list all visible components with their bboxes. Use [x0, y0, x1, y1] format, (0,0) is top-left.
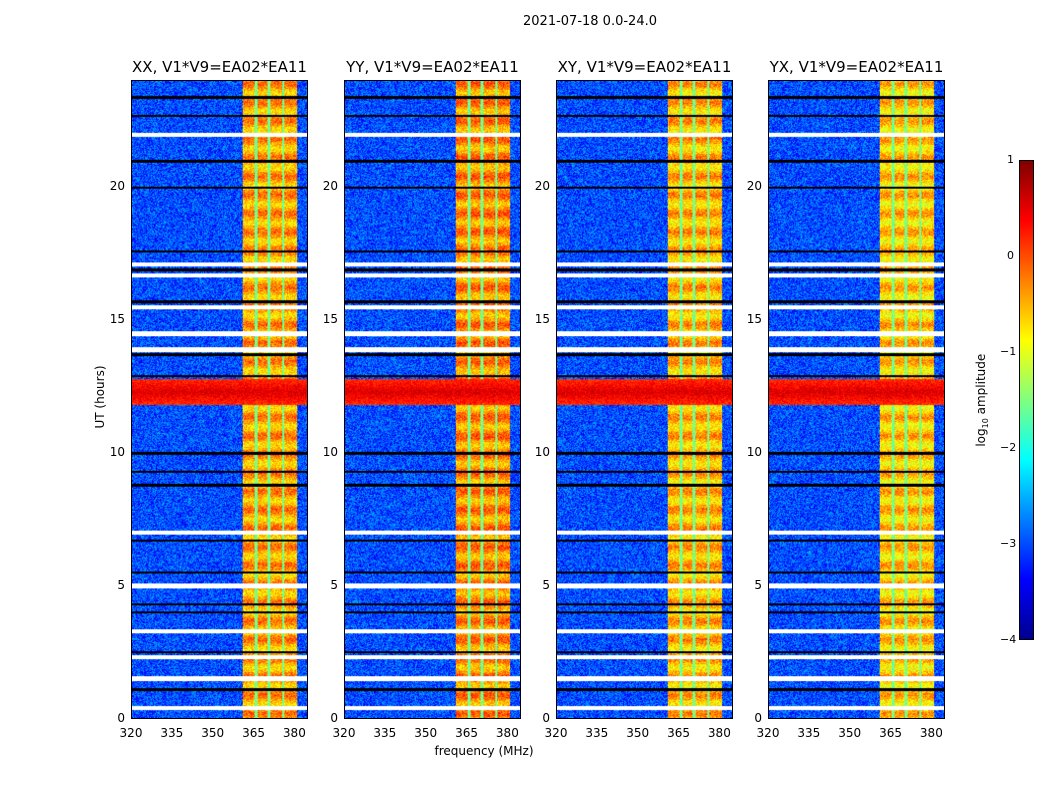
- colorbar-tick-label: 0: [1007, 249, 1014, 262]
- x-tick-label: 380: [495, 726, 519, 740]
- colorbar-label: log10 amplitude: [973, 353, 991, 447]
- colorbar-tick-label: 1: [1007, 153, 1014, 166]
- spectrogram-panel-3: XY, V1*V9=EA02*EA11 320 335 350 365 380 0 5 10 15…: [535, 58, 733, 740]
- y-tick-label: 5: [754, 577, 762, 592]
- y-tick-label: 5: [117, 577, 125, 592]
- spectrogram-panel-1: XX, V1*V9=EA02*EA11 320 335 350 365 380 0 5 10 15…: [110, 58, 308, 740]
- y-tick-label: 0: [117, 711, 125, 725]
- x-tick-label: 335: [160, 726, 184, 740]
- y-tick-label: 10: [322, 444, 338, 459]
- x-tick-label: 350: [838, 726, 862, 740]
- y-tick-label: 5: [542, 577, 550, 592]
- x-axis-label: frequency (MHz): [434, 744, 534, 758]
- panel-title: YY, V1*V9=EA02*EA11: [346, 58, 519, 76]
- x-tick-label: 320: [544, 726, 568, 740]
- x-tick-label: 320: [756, 726, 780, 740]
- y-tick-label: 20: [322, 178, 338, 193]
- x-tick-label: 320: [332, 726, 356, 740]
- x-tick-label: 350: [626, 726, 650, 740]
- y-tick-label: 10: [534, 444, 550, 459]
- y-tick-label: 0: [542, 711, 550, 725]
- x-tick-label: 350: [414, 726, 438, 740]
- spectrogram-panel-2: YY, V1*V9=EA02*EA11 320 335 350 365 380 0 5 10 15…: [323, 58, 521, 740]
- x-tick-label: 365: [455, 726, 478, 740]
- y-tick-label: 15: [322, 311, 338, 326]
- y-tick-label: 5: [330, 577, 338, 592]
- spectrogram-panel-4: YX, V1*V9=EA02*EA11 320 335 350 365 380 0 5 10 15…: [747, 58, 945, 740]
- colorbar: [1019, 160, 1034, 640]
- panel-title: YX, V1*V9=EA02*EA11: [769, 58, 944, 76]
- y-tick-label: 0: [330, 711, 338, 725]
- x-tick-label: 335: [585, 726, 609, 740]
- y-tick-label: 15: [746, 311, 762, 326]
- y-tick-label: 0: [754, 711, 762, 725]
- x-tick-label: 335: [797, 726, 821, 740]
- colorbar-tick-label: −3: [1000, 537, 1017, 550]
- x-tick-label: 365: [667, 726, 690, 740]
- x-tick-label: 350: [201, 726, 225, 740]
- spectrogram-heatmap: [768, 80, 945, 719]
- x-tick-label: 320: [119, 726, 143, 740]
- colorbar-tick-label: −1: [1000, 345, 1017, 358]
- x-tick-label: 335: [373, 726, 397, 740]
- x-tick-label: 380: [707, 726, 731, 740]
- panel-title: XX, V1*V9=EA02*EA11: [132, 58, 307, 76]
- y-tick-label: 15: [534, 311, 550, 326]
- x-tick-label: 365: [242, 726, 265, 740]
- x-tick-label: 380: [919, 726, 943, 740]
- figure-title: 2021-07-18 0.0-24.0: [523, 14, 657, 29]
- spectrogram-heatmap: [556, 80, 733, 719]
- colorbar-tick-label: −2: [1000, 441, 1017, 454]
- x-tick-label: 380: [282, 726, 306, 740]
- x-tick-label: 365: [879, 726, 902, 740]
- colorbar-tick-label: −4: [1000, 633, 1017, 646]
- spectrogram-heatmap: [344, 80, 521, 719]
- y-tick-label: 10: [109, 444, 125, 459]
- y-tick-label: 20: [746, 178, 762, 193]
- y-tick-label: 15: [109, 311, 125, 326]
- y-tick-label: 20: [534, 178, 550, 193]
- y-axis-label: UT (hours): [93, 365, 107, 429]
- y-tick-label: 10: [746, 444, 762, 459]
- panel-title: XY, V1*V9=EA02*EA11: [557, 58, 732, 76]
- spectrogram-heatmap: [131, 80, 308, 719]
- y-tick-label: 20: [109, 178, 125, 193]
